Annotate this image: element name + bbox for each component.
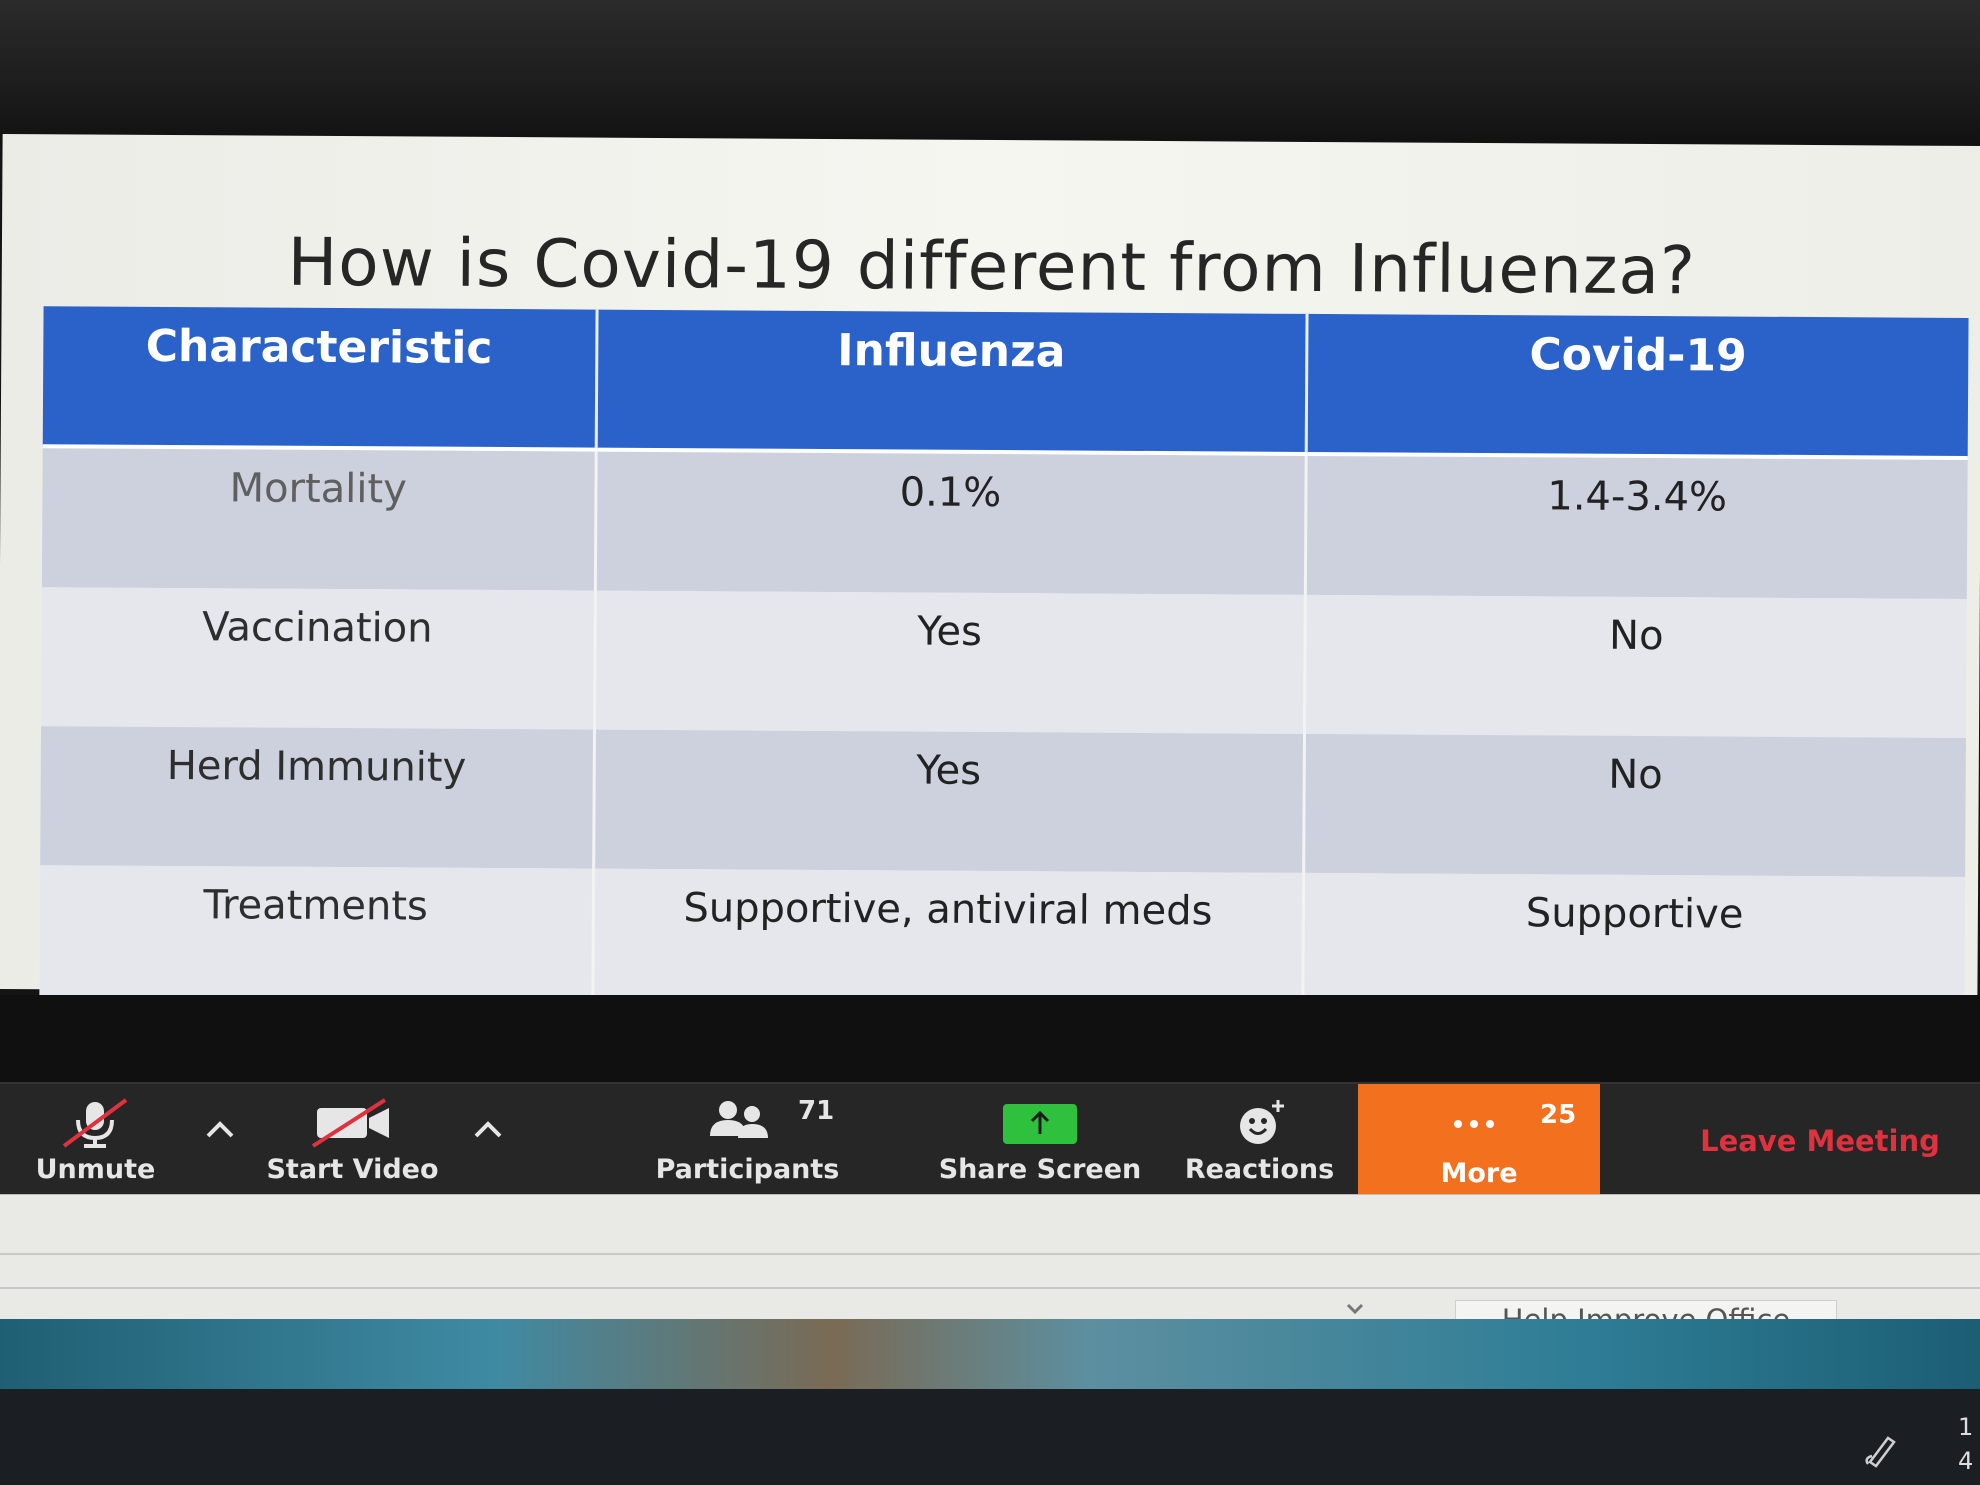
muted-microphone-icon bbox=[62, 1098, 128, 1148]
desktop-wallpaper bbox=[0, 1319, 1980, 1389]
participants-count: 71 bbox=[798, 1096, 835, 1126]
divider bbox=[0, 1287, 1980, 1289]
more-ellipsis-icon bbox=[1454, 1120, 1494, 1128]
header-covid: Covid-19 bbox=[1305, 313, 1969, 458]
more-count: 25 bbox=[1540, 1100, 1577, 1130]
reactions-label: Reactions bbox=[1184, 1154, 1335, 1185]
taskbar bbox=[0, 1389, 1980, 1485]
start-video-button[interactable]: Start Video bbox=[255, 1084, 450, 1196]
chevron-down-icon[interactable] bbox=[1345, 1301, 1365, 1315]
unmute-label: Unmute bbox=[35, 1154, 156, 1185]
table-row: Treatments Supportive, antiviral meds Su… bbox=[39, 865, 1966, 1016]
table-row: Vaccination Yes No bbox=[41, 587, 1967, 738]
cell-influenza: 0.1% bbox=[594, 449, 1306, 595]
meeting-toolbar: Unmute Start Video Participants 71 bbox=[0, 1082, 1980, 1196]
slide-title: How is Covid-19 different from Influenza… bbox=[287, 223, 1697, 310]
cell-covid: No bbox=[1303, 733, 1966, 877]
cell-characteristic: Herd Immunity bbox=[40, 726, 595, 869]
participants-label: Participants bbox=[655, 1154, 840, 1185]
pen-tray-icon[interactable] bbox=[1862, 1430, 1902, 1470]
more-button[interactable]: More 25 bbox=[1358, 1084, 1600, 1196]
monitor-bezel bbox=[0, 0, 1980, 145]
video-off-icon bbox=[311, 1098, 389, 1148]
header-influenza: Influenza bbox=[595, 309, 1307, 454]
clock-line-1: 1 bbox=[1958, 1413, 1974, 1441]
participants-button[interactable]: Participants bbox=[640, 1084, 855, 1196]
video-options-chevron-up-icon[interactable] bbox=[468, 1114, 508, 1144]
audio-options-chevron-up-icon[interactable] bbox=[200, 1114, 240, 1144]
office-window-strip bbox=[0, 1194, 1980, 1320]
start-video-label: Start Video bbox=[266, 1154, 439, 1185]
table-row: Mortality 0.1% 1.4-3.4% bbox=[41, 446, 1968, 599]
share-screen-button[interactable]: Share Screen bbox=[930, 1084, 1150, 1196]
comparison-table: Characteristic Influenza Covid-19 Mortal… bbox=[39, 306, 1969, 1016]
cell-characteristic: Vaccination bbox=[41, 587, 595, 730]
table-row: Herd Immunity Yes No bbox=[40, 726, 1966, 877]
table-header-row: Characteristic Influenza Covid-19 bbox=[42, 306, 1969, 458]
cell-covid: 1.4-3.4% bbox=[1304, 453, 1968, 599]
taskbar-clock[interactable]: 1 4 bbox=[1958, 1410, 1973, 1478]
cell-influenza: Yes bbox=[593, 729, 1304, 873]
reactions-button[interactable]: Reactions bbox=[1172, 1084, 1347, 1196]
cell-influenza: Supportive, antiviral meds bbox=[592, 868, 1304, 1012]
cell-characteristic: Mortality bbox=[41, 446, 596, 591]
participants-icon bbox=[710, 1101, 768, 1138]
share-screen-label: Share Screen bbox=[938, 1154, 1142, 1185]
share-screen-icon bbox=[1003, 1104, 1077, 1144]
leave-meeting-label: Leave Meeting bbox=[1700, 1124, 1940, 1158]
cell-covid: No bbox=[1303, 594, 1967, 738]
leave-meeting-button[interactable]: Leave Meeting bbox=[1660, 1084, 1980, 1196]
cell-characteristic: Treatments bbox=[39, 865, 594, 1008]
window-gap bbox=[0, 995, 1980, 1085]
more-label: More bbox=[1440, 1158, 1518, 1189]
header-characteristic: Characteristic bbox=[42, 306, 597, 450]
shared-slide: How is Covid-19 different from Influenza… bbox=[0, 133, 1980, 1016]
cell-influenza: Yes bbox=[594, 590, 1305, 734]
divider bbox=[0, 1253, 1980, 1255]
clock-line-2: 4 bbox=[1958, 1447, 1974, 1475]
smiley-plus-icon bbox=[1240, 1100, 1284, 1144]
unmute-button[interactable]: Unmute bbox=[18, 1084, 173, 1196]
